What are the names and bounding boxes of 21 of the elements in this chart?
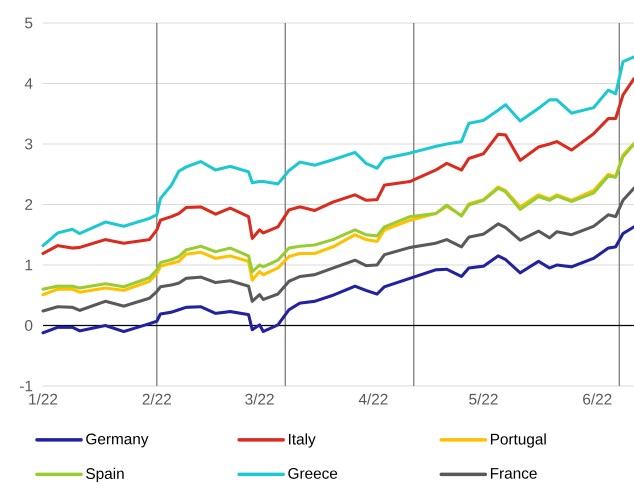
y-tick-label: 4 [24, 78, 33, 89]
legend-label: Portugal [490, 433, 546, 448]
line-series [41, 186, 634, 313]
x-tick-label: 1/22 [29, 393, 58, 405]
legend-label: Italy [288, 433, 316, 448]
legend-label: Germany [86, 434, 148, 448]
y-tick-label: 2 [25, 199, 32, 210]
y-tick-label: -1 [20, 380, 32, 392]
x-tick-label: 5/22 [469, 393, 498, 405]
y-tick-label: 5 [25, 18, 32, 28]
line-series [41, 225, 634, 334]
x-tick-label: 4/22 [358, 393, 388, 405]
y-tick-label: 1 [26, 260, 32, 270]
legend-label: Greece [288, 468, 338, 479]
legend-label: Spain [86, 468, 124, 482]
x-tick-label: 3/22 [245, 393, 274, 405]
x-tick-label: 6/22 [583, 393, 612, 405]
legend-label: France [490, 468, 537, 479]
y-tick-label: 3 [25, 138, 32, 150]
y-tick-label: 0 [25, 320, 32, 331]
x-tick-label: 2/22 [142, 393, 171, 405]
